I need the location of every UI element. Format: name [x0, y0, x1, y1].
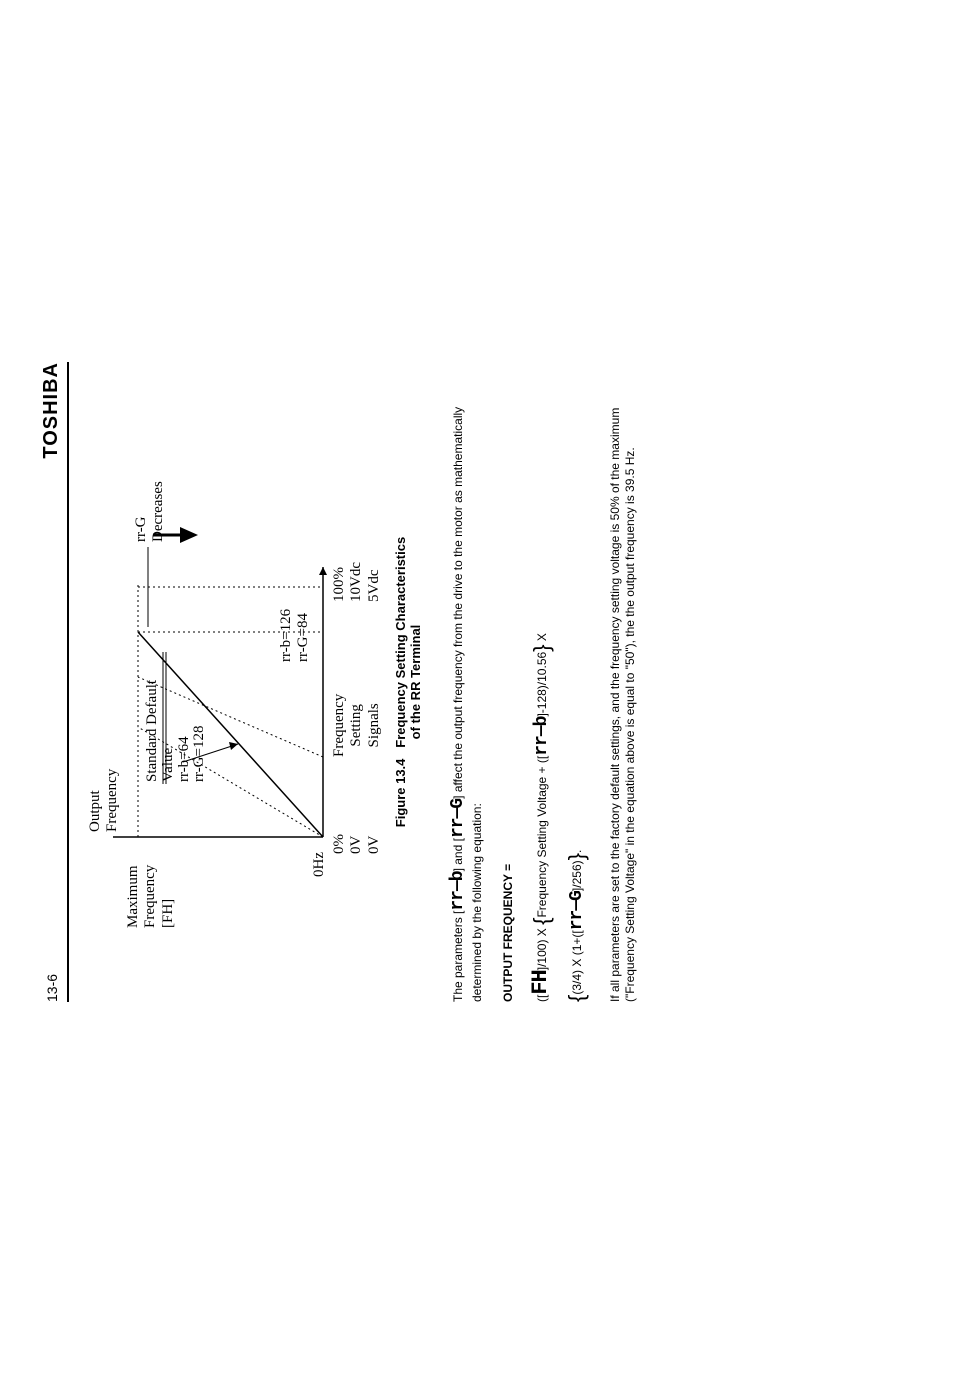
- figure-title: Frequency Setting Characteristics: [393, 537, 408, 748]
- default-param-1: rr-b=64: [176, 736, 192, 782]
- para1-pre: The parameters [: [451, 911, 465, 1002]
- page-header: 13-6 TOSHIBA: [40, 362, 69, 1002]
- x-left-3: 0V: [366, 836, 382, 854]
- right-param-2: rr-G=84: [295, 613, 311, 662]
- y-axis-title-1: Output: [87, 790, 103, 832]
- y-max-label-3: [FH]: [160, 899, 176, 928]
- figure-subtitle: of the RR Terminal: [408, 625, 423, 740]
- brace-close-1: }: [529, 644, 554, 651]
- x-right-2: 10Vdc: [348, 562, 364, 602]
- y-max-label-2: Frequency: [142, 865, 158, 928]
- eq1-end: X: [535, 633, 549, 644]
- seg-rr-b-2: rr—b: [532, 717, 552, 756]
- arrow-label-2: Decreases: [150, 481, 166, 542]
- seg-rr-g-1: rr—G: [448, 799, 468, 838]
- page-number: 13-6: [44, 974, 60, 1002]
- default-param-2: rr-G=128: [191, 726, 207, 782]
- y-origin-label: 0Hz: [311, 852, 328, 877]
- arrow-label-1: rr-G: [133, 516, 149, 542]
- para1-mid1: ] and [: [451, 838, 465, 871]
- seg-rr-g-2: rr—G: [567, 891, 587, 930]
- eq1-txt1: Frequency Setting Voltage + ([: [535, 756, 549, 918]
- x-mid-3: Signals: [366, 703, 382, 747]
- x-mid-1: Frequency: [331, 694, 347, 757]
- x-mid-2: Setting: [348, 704, 364, 747]
- eq1-txt2: ]-128)/10.56: [535, 652, 549, 717]
- example-paragraph: If all parameters are set to the factory…: [608, 362, 638, 1002]
- frequency-setting-diagram: Output Frequency Maximum Frequency [FH] …: [83, 432, 383, 932]
- brace-open-1: {: [529, 918, 554, 925]
- output-frequency-heading: OUTPUT FREQUENCY =: [501, 362, 515, 1002]
- x-right-1: 100%: [331, 567, 347, 602]
- x-right-3: 5Vdc: [366, 570, 382, 603]
- y-axis-title-2: Frequency: [104, 769, 120, 832]
- output-frequency-equation: ([FH]/100) X {Frequency Setting Voltage …: [523, 362, 594, 1002]
- figure-caption: Figure 13.4 Frequency Setting Characteri…: [393, 362, 423, 1002]
- eq1-mid1: ]/100) X: [535, 925, 549, 970]
- eq2-end: .: [570, 850, 584, 853]
- seg-rr-b-1: rr—b: [448, 871, 468, 910]
- parameters-paragraph: The parameters [rr—b] and [rr—G] affect …: [447, 362, 485, 1002]
- default-label-2: Value: [160, 748, 176, 782]
- eq2-txt1: (3/4) X (1+([: [570, 930, 584, 994]
- seg-fh: FH: [528, 970, 553, 994]
- figure-number: Figure 13.4: [393, 759, 408, 828]
- x-left-1: 0%: [331, 834, 347, 854]
- eq1-pre: ([: [535, 995, 549, 1002]
- default-label-1: Standard Default: [144, 680, 160, 782]
- eq2-txt2: ]/256): [570, 860, 584, 891]
- y-max-label-1: Maximum: [125, 866, 141, 929]
- right-param-1: rr-b=126: [278, 609, 294, 662]
- x-left-2: 0V: [348, 836, 364, 854]
- brace-close-2: }: [564, 853, 589, 860]
- brand-logo: TOSHIBA: [40, 362, 63, 459]
- brace-open-2: {: [564, 995, 589, 1002]
